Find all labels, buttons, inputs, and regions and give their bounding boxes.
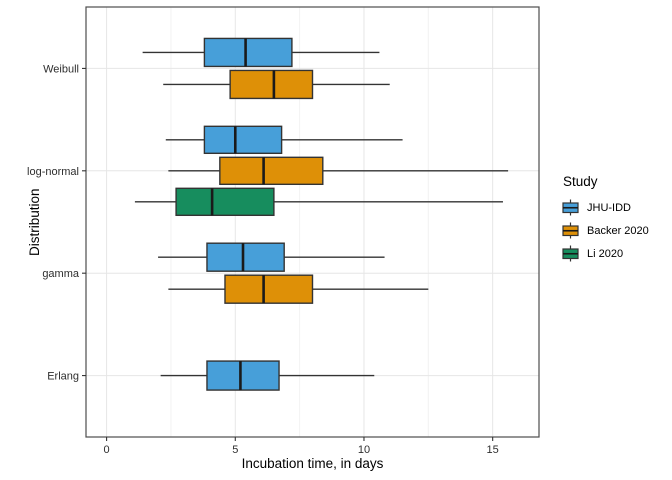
x-tick-label: 15 xyxy=(487,444,499,456)
boxplot-key-icon xyxy=(562,222,579,239)
legend-entry: Li 2020 xyxy=(562,245,649,262)
x-tick-label: 0 xyxy=(104,444,110,456)
legend-entry: Backer 2020 xyxy=(562,222,649,239)
legend-label: Li 2020 xyxy=(587,247,624,260)
box xyxy=(203,125,283,155)
box xyxy=(219,156,324,186)
box xyxy=(224,274,314,304)
y-axis-title: Distribution xyxy=(27,188,42,256)
box xyxy=(229,69,314,100)
box xyxy=(203,37,293,68)
boxplot-key-icon xyxy=(562,199,579,216)
boxplot-key-icon xyxy=(562,245,579,262)
y-tick-label: Weibull xyxy=(43,63,79,75)
x-tick-label: 5 xyxy=(232,444,238,456)
legend-title: Study xyxy=(563,174,598,189)
x-axis-title: Incubation time, in days xyxy=(241,456,384,471)
y-tick-label: gamma xyxy=(42,268,80,280)
panel-border xyxy=(85,6,540,438)
legend-entry: JHU-IDD xyxy=(562,199,649,216)
box xyxy=(206,242,285,272)
y-tick-label: log-normal xyxy=(27,166,79,178)
x-tick-label: 10 xyxy=(358,444,370,456)
box xyxy=(206,360,280,391)
legend-label: JHU-IDD xyxy=(587,201,631,214)
legend-label: Backer 2020 xyxy=(587,224,649,237)
box xyxy=(175,187,275,217)
legend: Study JHU-IDD Backer 2020 xyxy=(562,174,649,268)
y-tick-label: Erlang xyxy=(47,371,79,383)
